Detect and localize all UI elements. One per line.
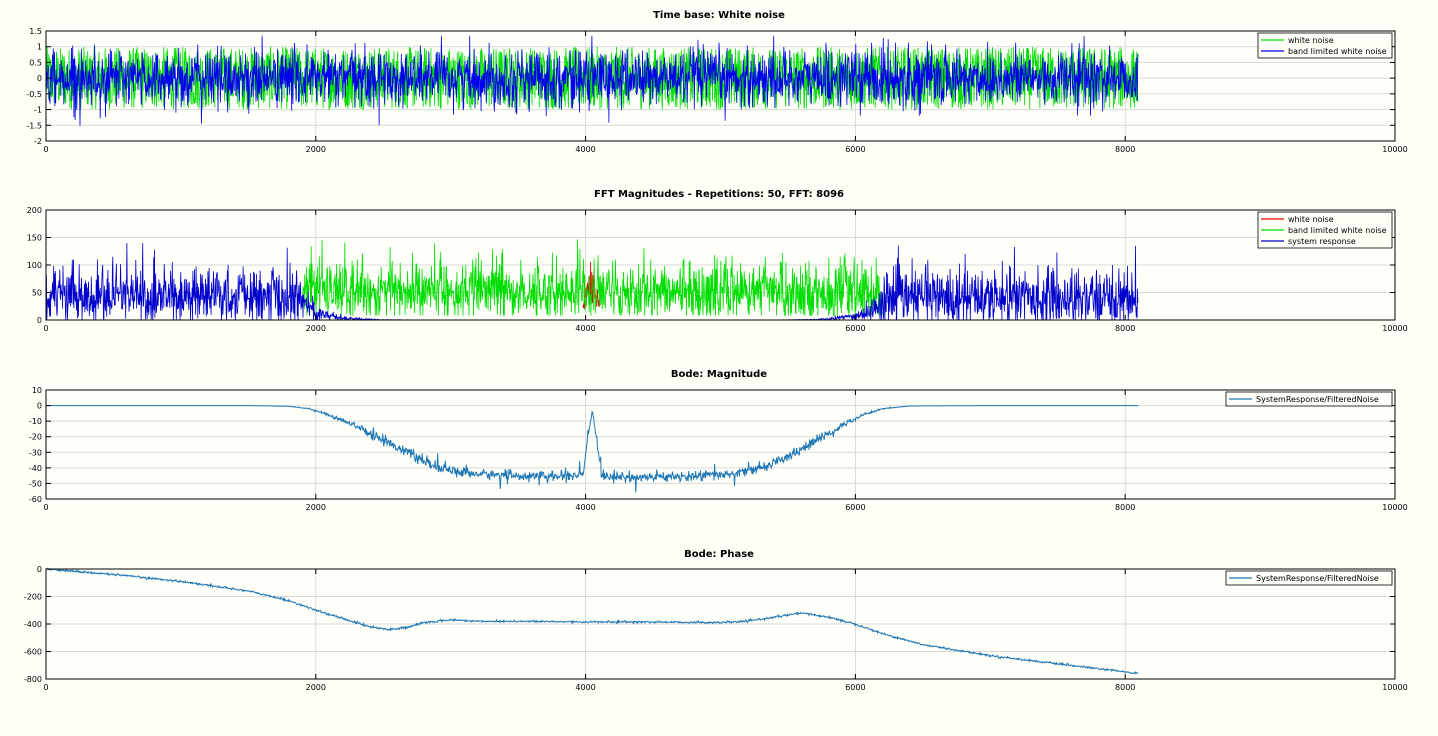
bode-magnitude-x-tick-label: 10000 bbox=[1382, 503, 1407, 512]
bode-magnitude-legend: SystemResponse/FilteredNoise bbox=[1225, 391, 1393, 407]
time-base-y-tick-label: -2 bbox=[34, 137, 42, 146]
bode-magnitude-y-tick-label: -40 bbox=[29, 464, 42, 473]
bode-magnitude-y-tick-label: -20 bbox=[29, 433, 42, 442]
fft-magnitudes-y-tick-label: 150 bbox=[27, 234, 42, 243]
bode-magnitude-axes-frame bbox=[45, 389, 1396, 500]
fft-magnitudes-y-tick-label: 100 bbox=[27, 261, 42, 270]
bode-magnitude-legend-label-systemresponse-filterednoise: SystemResponse/FilteredNoise bbox=[1256, 395, 1379, 404]
bode-magnitude-x-tick-label: 8000 bbox=[1115, 503, 1135, 512]
fft-magnitudes-x-tick-label: 2000 bbox=[306, 324, 326, 333]
bode-magnitude-x-tick-label: 6000 bbox=[845, 503, 865, 512]
fft-magnitudes-x-tick-label: 10000 bbox=[1382, 324, 1407, 333]
bode-phase-y-tick-label: -600 bbox=[24, 648, 42, 657]
fft-magnitudes-legend: white noise band limited white noise syste… bbox=[1257, 211, 1393, 249]
time-base-x-tick-label: 4000 bbox=[575, 145, 595, 154]
bode-magnitude-y-tick-label: -10 bbox=[29, 417, 42, 426]
bode-magnitude-y-tick-label: -60 bbox=[29, 495, 42, 504]
time-base-y-tick-label: 0.5 bbox=[29, 58, 42, 67]
bode-phase-plot: Bode: Phase 0 2000 4000 6000 8000 10000 0 -200 -… bbox=[24, 549, 1408, 692]
fft-magnitudes-y-tick-label: 0 bbox=[37, 316, 42, 325]
bode-phase-x-tick-label: 2000 bbox=[306, 683, 326, 692]
bode-phase-title: Bode: Phase bbox=[684, 549, 754, 560]
bode-phase-legend-label-systemresponse-filterednoise: SystemResponse/FilteredNoise bbox=[1256, 574, 1379, 583]
bode-phase-series-systemresponse-filterednoise bbox=[45, 567, 1139, 675]
time-base-y-tick-label: -1.5 bbox=[26, 121, 42, 130]
bode-magnitude-x-tick-label: 4000 bbox=[575, 503, 595, 512]
time-base-x-tick-label: 8000 bbox=[1115, 145, 1135, 154]
bode-phase-y-tick-label: 0 bbox=[37, 565, 42, 574]
bode-phase-x-tick-label: 0 bbox=[43, 683, 48, 692]
fft-magnitudes-plot: FFT Magnitudes - Repetitions: 50, FFT: 8… bbox=[27, 189, 1408, 333]
time-base-x-tick-label: 6000 bbox=[845, 145, 865, 154]
fft-magnitudes-x-tick-label: 8000 bbox=[1115, 324, 1135, 333]
time-base-legend-box bbox=[1257, 32, 1393, 59]
time-base-legend-label-white-noise: white noise bbox=[1288, 36, 1334, 45]
bode-magnitude-x-tick-label: 0 bbox=[43, 503, 48, 512]
fft-magnitudes-y-tick-label: 200 bbox=[27, 206, 42, 215]
time-base-legend: white noise band limited white noise bbox=[1257, 32, 1393, 59]
time-base-y-tick-label: -0.5 bbox=[26, 90, 42, 99]
fft-magnitudes-series-band-limited-white-noise bbox=[301, 239, 883, 316]
time-base-axes-frame bbox=[45, 30, 1396, 142]
time-base-y-tick-label: 1.5 bbox=[29, 27, 42, 36]
fft-magnitudes-legend-label-band-limited-white-noise: band limited white noise bbox=[1288, 226, 1387, 235]
time-base-y-tick-label: -1 bbox=[34, 106, 42, 115]
bode-phase-x-tick-label: 4000 bbox=[575, 683, 595, 692]
bode-phase-y-tick-label: -200 bbox=[24, 593, 42, 602]
bode-phase-x-tick-label: 6000 bbox=[845, 683, 865, 692]
time-base-x-tick-label: 0 bbox=[43, 145, 48, 154]
time-base-x-tick-label: 2000 bbox=[306, 145, 326, 154]
time-base-title: Time base: White noise bbox=[653, 10, 785, 21]
time-base-y-tick-label: 1 bbox=[37, 43, 42, 52]
time-base-x-tick-label: 10000 bbox=[1382, 145, 1407, 154]
time-base-plot: Time base: White noise 0 2000 4000 6000 8000… bbox=[26, 10, 1407, 154]
bode-magnitude-y-tick-label: -30 bbox=[29, 448, 42, 457]
fft-magnitudes-title: FFT Magnitudes - Repetitions: 50, FFT: 8… bbox=[594, 189, 844, 200]
bode-magnitude-title: Bode: Magnitude bbox=[671, 369, 767, 380]
bode-magnitude-series-systemresponse-filterednoise bbox=[46, 405, 1139, 493]
time-base-y-tick-label: 0 bbox=[37, 74, 42, 83]
fft-magnitudes-legend-label-white-noise: white noise bbox=[1288, 215, 1334, 224]
time-base-legend-label-band-limited-white-noise: band limited white noise bbox=[1288, 47, 1387, 56]
fft-magnitudes-x-tick-label: 0 bbox=[43, 324, 48, 333]
bode-magnitude-plot-area bbox=[46, 390, 1395, 499]
time-base-series-band-limited-white-noise bbox=[45, 35, 1139, 126]
bode-magnitude-plot: Bode: Magnitude 0 2000 4000 6000 8000 10000 10… bbox=[29, 369, 1408, 512]
bode-phase-y-tick-label: -800 bbox=[24, 675, 42, 684]
bode-magnitude-y-tick-label: 10 bbox=[32, 386, 42, 395]
fft-magnitudes-legend-label-system-response: system response bbox=[1288, 237, 1356, 246]
bode-phase-x-tick-label: 10000 bbox=[1382, 683, 1407, 692]
bode-phase-legend: SystemResponse/FilteredNoise bbox=[1225, 570, 1393, 586]
bode-magnitude-legend-box bbox=[1225, 391, 1393, 407]
bode-magnitude-y-tick-label: 0 bbox=[37, 402, 42, 411]
bode-magnitude-y-tick-label: -50 bbox=[29, 479, 42, 488]
bode-phase-legend-box bbox=[1225, 570, 1393, 586]
bode-magnitude-x-tick-label: 2000 bbox=[306, 503, 326, 512]
fft-magnitudes-x-tick-label: 4000 bbox=[575, 324, 595, 333]
fft-magnitudes-x-tick-label: 6000 bbox=[845, 324, 865, 333]
fft-magnitudes-y-tick-label: 50 bbox=[32, 289, 42, 298]
bode-phase-y-tick-label: -400 bbox=[24, 620, 42, 629]
bode-phase-x-tick-label: 8000 bbox=[1115, 683, 1135, 692]
